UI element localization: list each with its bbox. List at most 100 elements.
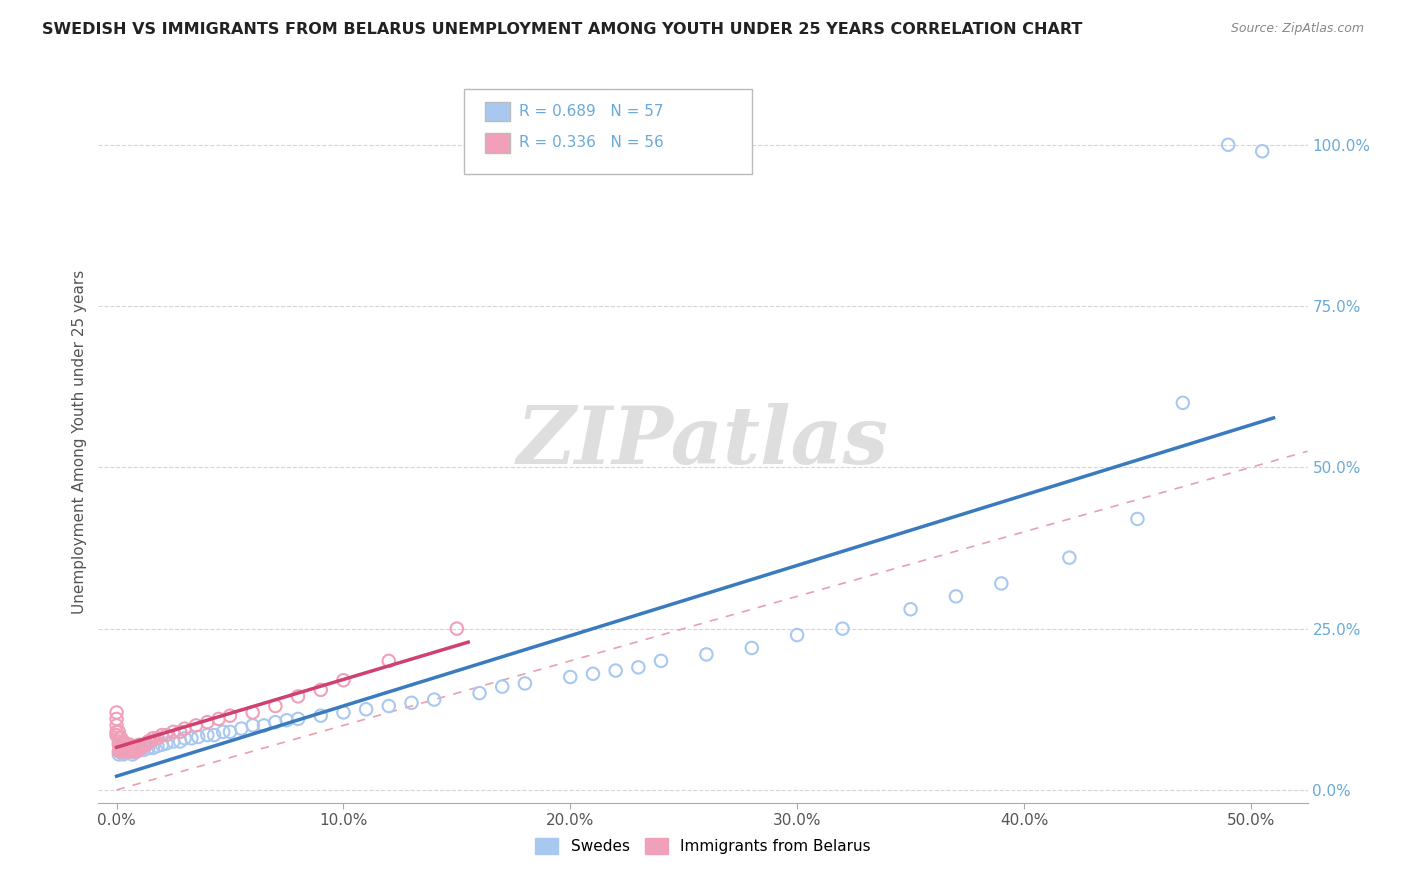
Swedes bbox=[125, 744, 148, 758]
Swedes bbox=[121, 747, 143, 762]
Swedes bbox=[332, 706, 354, 720]
Swedes bbox=[401, 696, 423, 710]
Text: R = 0.336   N = 56: R = 0.336 N = 56 bbox=[519, 136, 664, 150]
Swedes bbox=[108, 747, 131, 762]
Immigrants from Belarus bbox=[378, 654, 401, 668]
Immigrants from Belarus bbox=[184, 718, 207, 732]
Swedes bbox=[309, 708, 332, 723]
Immigrants from Belarus bbox=[142, 731, 165, 746]
Immigrants from Belarus bbox=[150, 728, 173, 742]
Immigrants from Belarus bbox=[121, 744, 143, 758]
Immigrants from Belarus bbox=[446, 622, 468, 636]
Swedes bbox=[231, 722, 253, 736]
Swedes bbox=[253, 718, 276, 732]
Swedes bbox=[128, 743, 150, 757]
Immigrants from Belarus bbox=[105, 706, 128, 720]
Immigrants from Belarus bbox=[195, 715, 218, 730]
Swedes bbox=[155, 736, 177, 750]
Immigrants from Belarus bbox=[155, 728, 177, 742]
Immigrants from Belarus bbox=[208, 712, 231, 726]
Immigrants from Belarus bbox=[120, 744, 142, 758]
Immigrants from Belarus bbox=[117, 744, 139, 758]
Immigrants from Belarus bbox=[108, 731, 131, 746]
Immigrants from Belarus bbox=[110, 741, 132, 756]
Swedes bbox=[900, 602, 922, 616]
Immigrants from Belarus bbox=[117, 741, 139, 756]
Immigrants from Belarus bbox=[136, 734, 159, 748]
Swedes bbox=[276, 713, 298, 727]
Swedes bbox=[945, 590, 967, 604]
Swedes bbox=[831, 622, 853, 636]
Immigrants from Belarus bbox=[242, 706, 264, 720]
Immigrants from Belarus bbox=[135, 738, 157, 752]
Immigrants from Belarus bbox=[105, 718, 128, 732]
Swedes bbox=[187, 730, 209, 744]
Swedes bbox=[468, 686, 491, 700]
Y-axis label: Unemployment Among Youth under 25 years: Unemployment Among Youth under 25 years bbox=[72, 269, 87, 614]
Text: Source: ZipAtlas.com: Source: ZipAtlas.com bbox=[1230, 22, 1364, 36]
Immigrants from Belarus bbox=[108, 724, 131, 739]
Swedes bbox=[212, 724, 235, 739]
Swedes bbox=[142, 741, 165, 756]
Immigrants from Belarus bbox=[108, 734, 131, 748]
Swedes bbox=[264, 715, 287, 730]
Immigrants from Belarus bbox=[108, 744, 131, 758]
Swedes bbox=[695, 648, 717, 662]
Swedes bbox=[136, 741, 159, 756]
Swedes bbox=[132, 743, 155, 757]
Swedes bbox=[124, 746, 146, 760]
Swedes bbox=[354, 702, 377, 716]
Immigrants from Belarus bbox=[110, 738, 132, 752]
Immigrants from Belarus bbox=[128, 738, 150, 752]
Swedes bbox=[112, 747, 135, 762]
Swedes bbox=[423, 692, 446, 706]
Immigrants from Belarus bbox=[124, 741, 146, 756]
Immigrants from Belarus bbox=[169, 724, 191, 739]
Immigrants from Belarus bbox=[105, 712, 128, 726]
Immigrants from Belarus bbox=[120, 741, 142, 756]
Immigrants from Belarus bbox=[105, 728, 128, 742]
Immigrants from Belarus bbox=[332, 673, 354, 688]
Swedes bbox=[491, 680, 513, 694]
Swedes bbox=[627, 660, 650, 674]
Swedes bbox=[169, 734, 191, 748]
Immigrants from Belarus bbox=[139, 734, 162, 748]
Swedes bbox=[219, 724, 242, 739]
Immigrants from Belarus bbox=[264, 699, 287, 714]
Immigrants from Belarus bbox=[132, 738, 155, 752]
Immigrants from Belarus bbox=[287, 690, 309, 704]
Swedes bbox=[605, 664, 627, 678]
Text: R = 0.689   N = 57: R = 0.689 N = 57 bbox=[519, 104, 664, 119]
Immigrants from Belarus bbox=[131, 741, 153, 756]
Swedes bbox=[110, 746, 132, 760]
Immigrants from Belarus bbox=[112, 738, 135, 752]
Swedes bbox=[990, 576, 1012, 591]
Text: ZIPatlas: ZIPatlas bbox=[517, 403, 889, 480]
Legend: Swedes, Immigrants from Belarus: Swedes, Immigrants from Belarus bbox=[529, 832, 877, 860]
Immigrants from Belarus bbox=[110, 731, 132, 746]
Immigrants from Belarus bbox=[112, 741, 135, 756]
Swedes bbox=[1218, 137, 1240, 152]
Swedes bbox=[513, 676, 536, 690]
Immigrants from Belarus bbox=[125, 744, 148, 758]
Immigrants from Belarus bbox=[219, 708, 242, 723]
Swedes bbox=[162, 734, 184, 748]
Swedes bbox=[114, 746, 136, 760]
Immigrants from Belarus bbox=[108, 738, 131, 752]
Immigrants from Belarus bbox=[162, 724, 184, 739]
Swedes bbox=[1126, 512, 1149, 526]
Immigrants from Belarus bbox=[112, 734, 135, 748]
Swedes bbox=[242, 718, 264, 732]
Swedes bbox=[195, 728, 218, 742]
Immigrants from Belarus bbox=[173, 722, 195, 736]
Immigrants from Belarus bbox=[124, 744, 146, 758]
Immigrants from Belarus bbox=[128, 741, 150, 756]
Swedes bbox=[378, 699, 401, 714]
Swedes bbox=[173, 731, 195, 746]
Swedes bbox=[287, 712, 309, 726]
Immigrants from Belarus bbox=[105, 724, 128, 739]
Immigrants from Belarus bbox=[309, 682, 332, 697]
Immigrants from Belarus bbox=[146, 731, 169, 746]
Swedes bbox=[741, 640, 763, 655]
Immigrants from Belarus bbox=[110, 744, 132, 758]
